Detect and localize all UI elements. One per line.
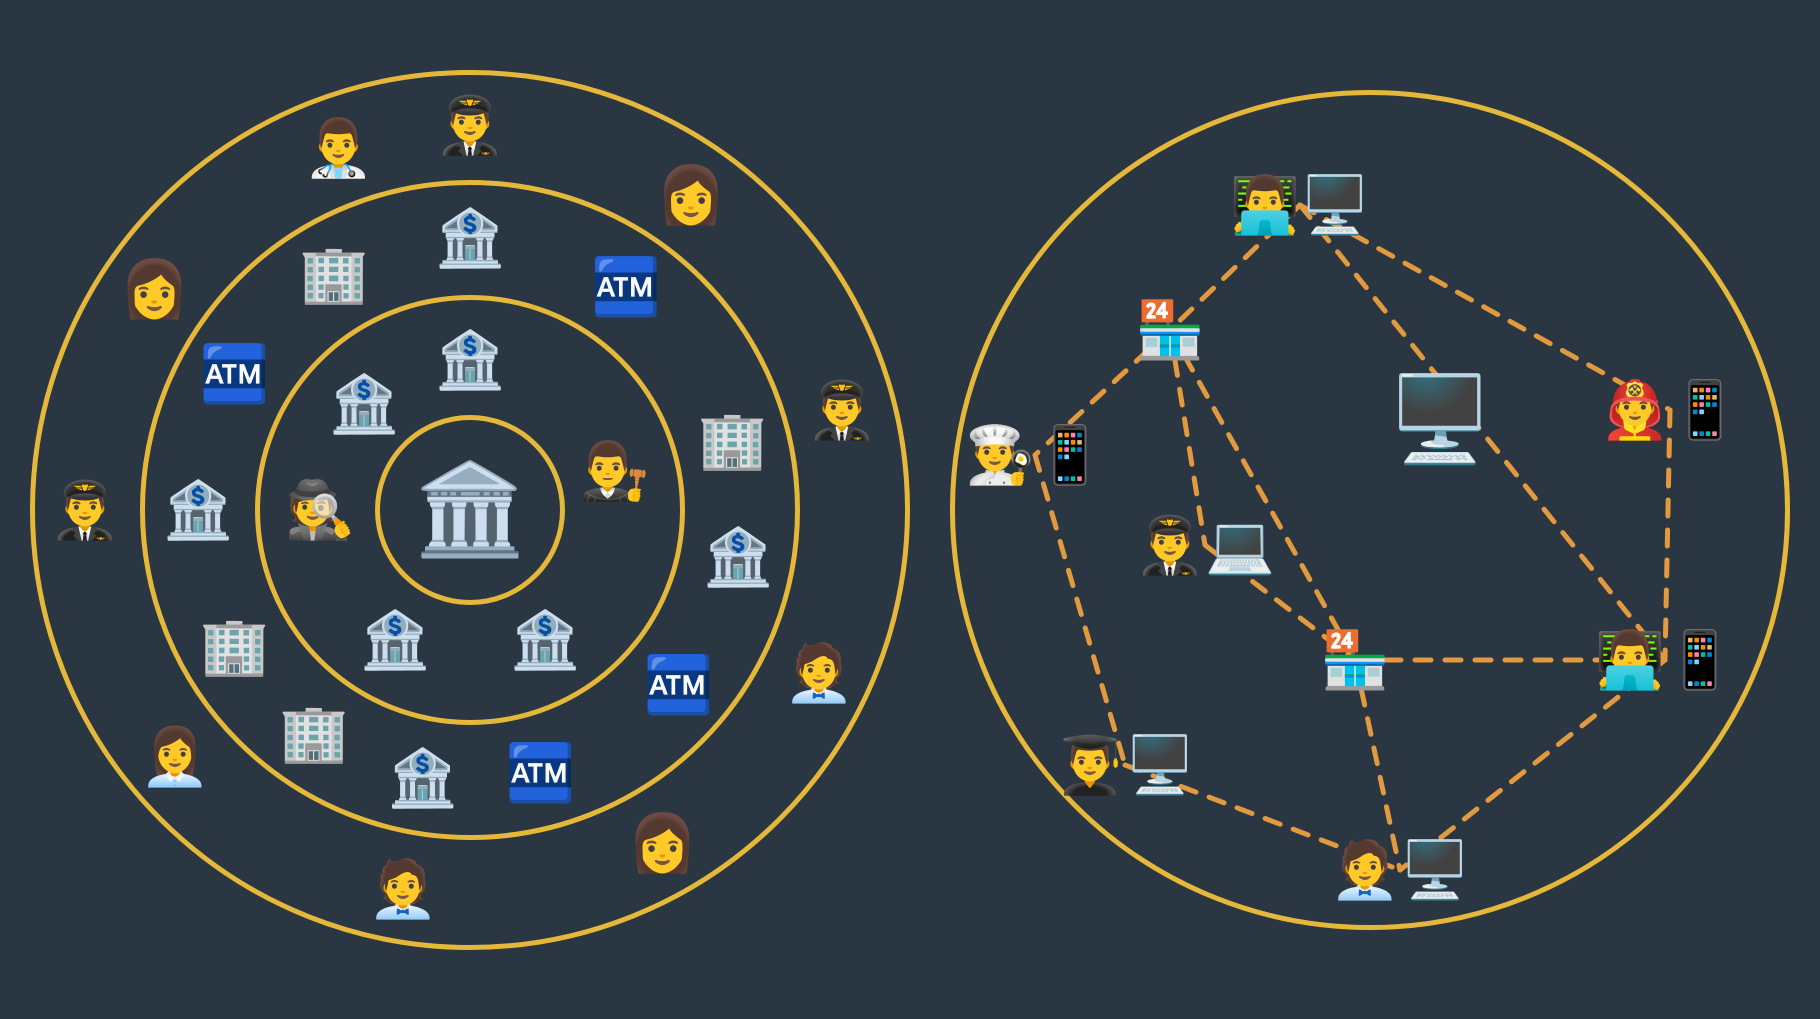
store-tl-icon: 🏪 (1135, 302, 1205, 358)
diagram-stage: 🏛️🏦👨‍⚖️🏦🏦🕵️🏦🏦🏧🏢🏦🏧🏧🏦🏢🏢🏦🏧🏢👨‍✈️👩👨‍✈️🧑‍💼👩🧑‍💼… (0, 0, 1820, 1019)
office-t2-bl-icon: 🏢 (279, 705, 349, 761)
atm-t2-b-icon: 🏧 (506, 745, 576, 801)
woman-t3-tl-icon: 👩 (120, 261, 190, 317)
pilot-t3-top-icon: 👨‍✈️ (435, 97, 505, 153)
woman-t3-bl-icon: 👩‍💼 (140, 729, 210, 785)
atm-t2-br-icon: 🏧 (643, 657, 713, 713)
bank-branch-t2-b-icon: 🏦 (388, 750, 458, 806)
chef-l-icon: 👨‍🍳📱 (965, 427, 1104, 483)
doctor-t3-icon: 👨‍⚕️ (303, 120, 373, 176)
tech-r-icon: 👨‍💻📱 (1595, 632, 1734, 688)
office-t2-l2-icon: 🏢 (200, 618, 270, 674)
pilot-c-icon: 👨‍✈️💻 (1135, 517, 1274, 573)
office-worker-r-icon: 🧑‍💼 (784, 645, 854, 701)
store-c-icon: 🏪 (1320, 632, 1390, 688)
bank-t1-top-icon: 🏦 (435, 332, 505, 388)
detective-t1-icon: 🕵️ (285, 482, 355, 538)
pilot-t3-l-icon: 👨‍✈️ (50, 482, 120, 538)
bank-t1-br-icon: 🏦 (510, 612, 580, 668)
atm-t2-tr-icon: 🏧 (591, 259, 661, 315)
office-t2-r-icon: 🏢 (698, 412, 768, 468)
monitor-c-icon: 🖥️ (1388, 378, 1493, 462)
judge-t1-icon: 👨‍⚖️ (580, 443, 650, 499)
right-outer-circle (950, 90, 1790, 930)
bank-t1-bl-icon: 🏦 (360, 612, 430, 668)
student-bl-icon: 👨‍🎓🖥️ (1055, 737, 1194, 793)
tech-top-icon: 👨‍💻🖥️ (1230, 177, 1369, 233)
central-bank-icon: 🏛️ (414, 465, 526, 555)
office-worker-b-icon: 🧑‍💼 (368, 861, 438, 917)
bank-branch-t2-l-icon: 🏦 (163, 482, 233, 538)
bank-branch-t2-top-icon: 🏦 (435, 210, 505, 266)
firefighter-r-icon: 👨‍🚒📱 (1600, 382, 1739, 438)
bank-branch-t2-r-icon: 🏦 (703, 529, 773, 585)
office-t2-tl-icon: 🏢 (299, 246, 369, 302)
atm-t2-tl-icon: 🏧 (200, 346, 270, 402)
pilot-t3-r-icon: 👨‍✈️ (807, 382, 877, 438)
woman-t3-tr-icon: 👩 (656, 167, 726, 223)
bank-t1-tl-icon: 🏦 (329, 376, 399, 432)
worker-b-icon: 🧑‍💼🖥️ (1330, 842, 1469, 898)
woman-t3-br-icon: 👩 (628, 815, 698, 871)
